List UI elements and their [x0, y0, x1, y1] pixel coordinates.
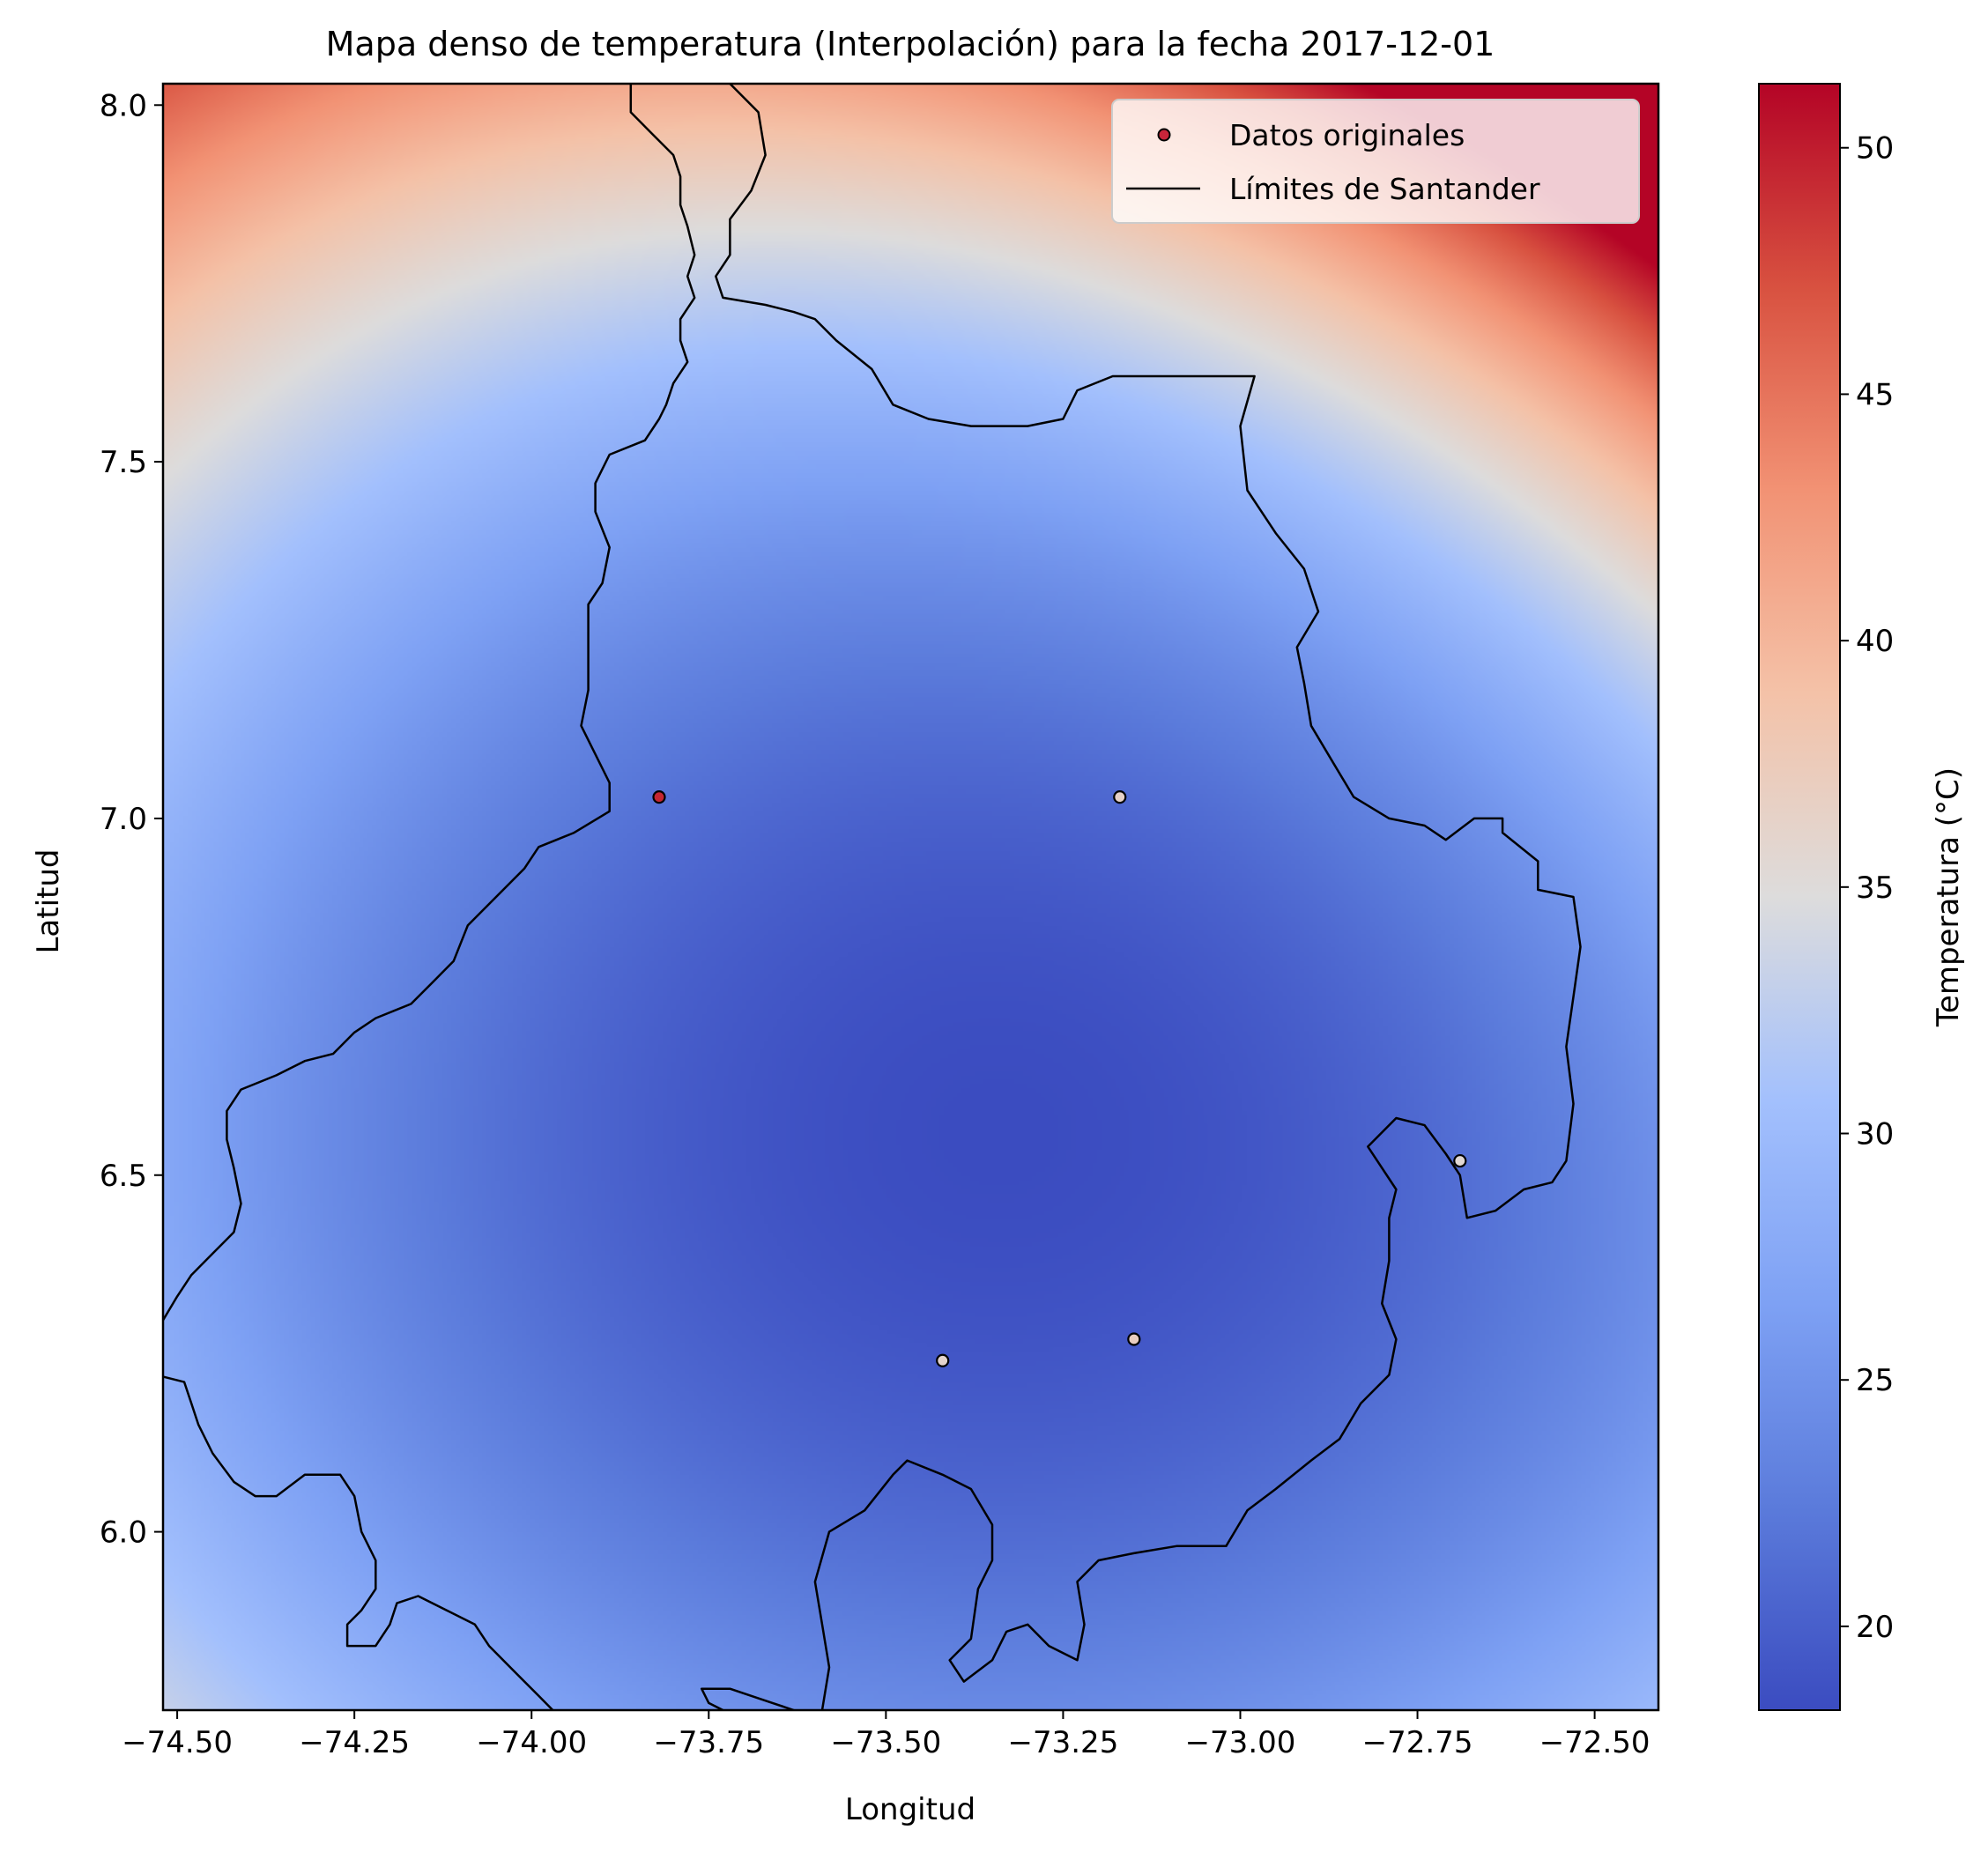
- x-tick-label: −74.25: [299, 1725, 410, 1760]
- plot-area: [161, 82, 1660, 1712]
- colorbar-tick-label: 25: [1856, 1363, 1894, 1398]
- boundary-segment-3: [700, 1687, 795, 1710]
- data-point-1: [652, 790, 666, 804]
- x-tick-label: −73.50: [830, 1725, 941, 1760]
- colorbar-tick-label: 50: [1856, 131, 1894, 167]
- x-tick-label: −72.75: [1362, 1725, 1473, 1760]
- boundary-segment-2: [163, 1375, 554, 1710]
- x-tick-label: −72.50: [1539, 1725, 1650, 1760]
- colorbar-gradient: [1758, 83, 1841, 1711]
- colorbar-tick-label: 35: [1856, 870, 1894, 906]
- legend-point-marker: [1157, 128, 1171, 142]
- colorbar-ticks: 20 25 30 35 40 45 50: [1840, 131, 1894, 1645]
- boundary-segment-1: [163, 84, 696, 1322]
- x-tick-label: −74.50: [122, 1725, 233, 1760]
- temperature-heatmap: [163, 84, 1658, 1710]
- x-tick-label: −74.00: [476, 1725, 587, 1760]
- y-axis: 6.0 6.5 7.0 7.5 8.0: [100, 88, 163, 1551]
- data-point-4: [1127, 1332, 1141, 1346]
- colorbar-tick-label: 30: [1856, 1117, 1894, 1152]
- colorbar-label: Temperatura (°C): [1931, 767, 1966, 1027]
- colorbar-tick-label: 20: [1856, 1610, 1894, 1645]
- data-point-3: [1453, 1153, 1467, 1168]
- x-tick-label: −73.00: [1185, 1725, 1296, 1760]
- y-tick-label: 8.0: [100, 88, 147, 123]
- legend-label-points: Datos originales: [1229, 118, 1465, 152]
- legend-label-boundary: Límites de Santander: [1229, 172, 1540, 206]
- x-axis: −74.50 −74.25 −74.00 −73.75 −73.50 −73.25 −73.…: [122, 1710, 1650, 1760]
- colorbar-tick-label: 45: [1856, 377, 1894, 412]
- colorbar-tick-label: 40: [1856, 624, 1894, 659]
- plot-frame: [161, 82, 1660, 1712]
- legend-box: [1111, 99, 1640, 224]
- y-axis-label: Latitud: [31, 848, 66, 953]
- legend: Datos originales Límites de Santander: [1111, 99, 1640, 224]
- data-point-2: [1113, 790, 1127, 804]
- data-point-5: [936, 1353, 950, 1367]
- boundary-segment-4: [715, 84, 1582, 1710]
- y-tick-label: 6.0: [100, 1515, 147, 1551]
- y-tick-label: 6.5: [100, 1159, 147, 1194]
- data-points: [652, 790, 1467, 1367]
- x-tick-label: −73.25: [1008, 1725, 1119, 1760]
- x-tick-label: −73.75: [653, 1725, 764, 1760]
- santander-boundary: [163, 84, 1582, 1710]
- colorbar: 20 25 30 35 40 45 50 Temperatura (°C): [1758, 83, 1966, 1711]
- y-tick-label: 7.0: [100, 802, 147, 837]
- x-axis-label: Longitud: [845, 1792, 975, 1827]
- y-tick-label: 7.5: [100, 445, 147, 480]
- chart-title: Mapa denso de temperatura (Interpolación…: [326, 25, 1495, 63]
